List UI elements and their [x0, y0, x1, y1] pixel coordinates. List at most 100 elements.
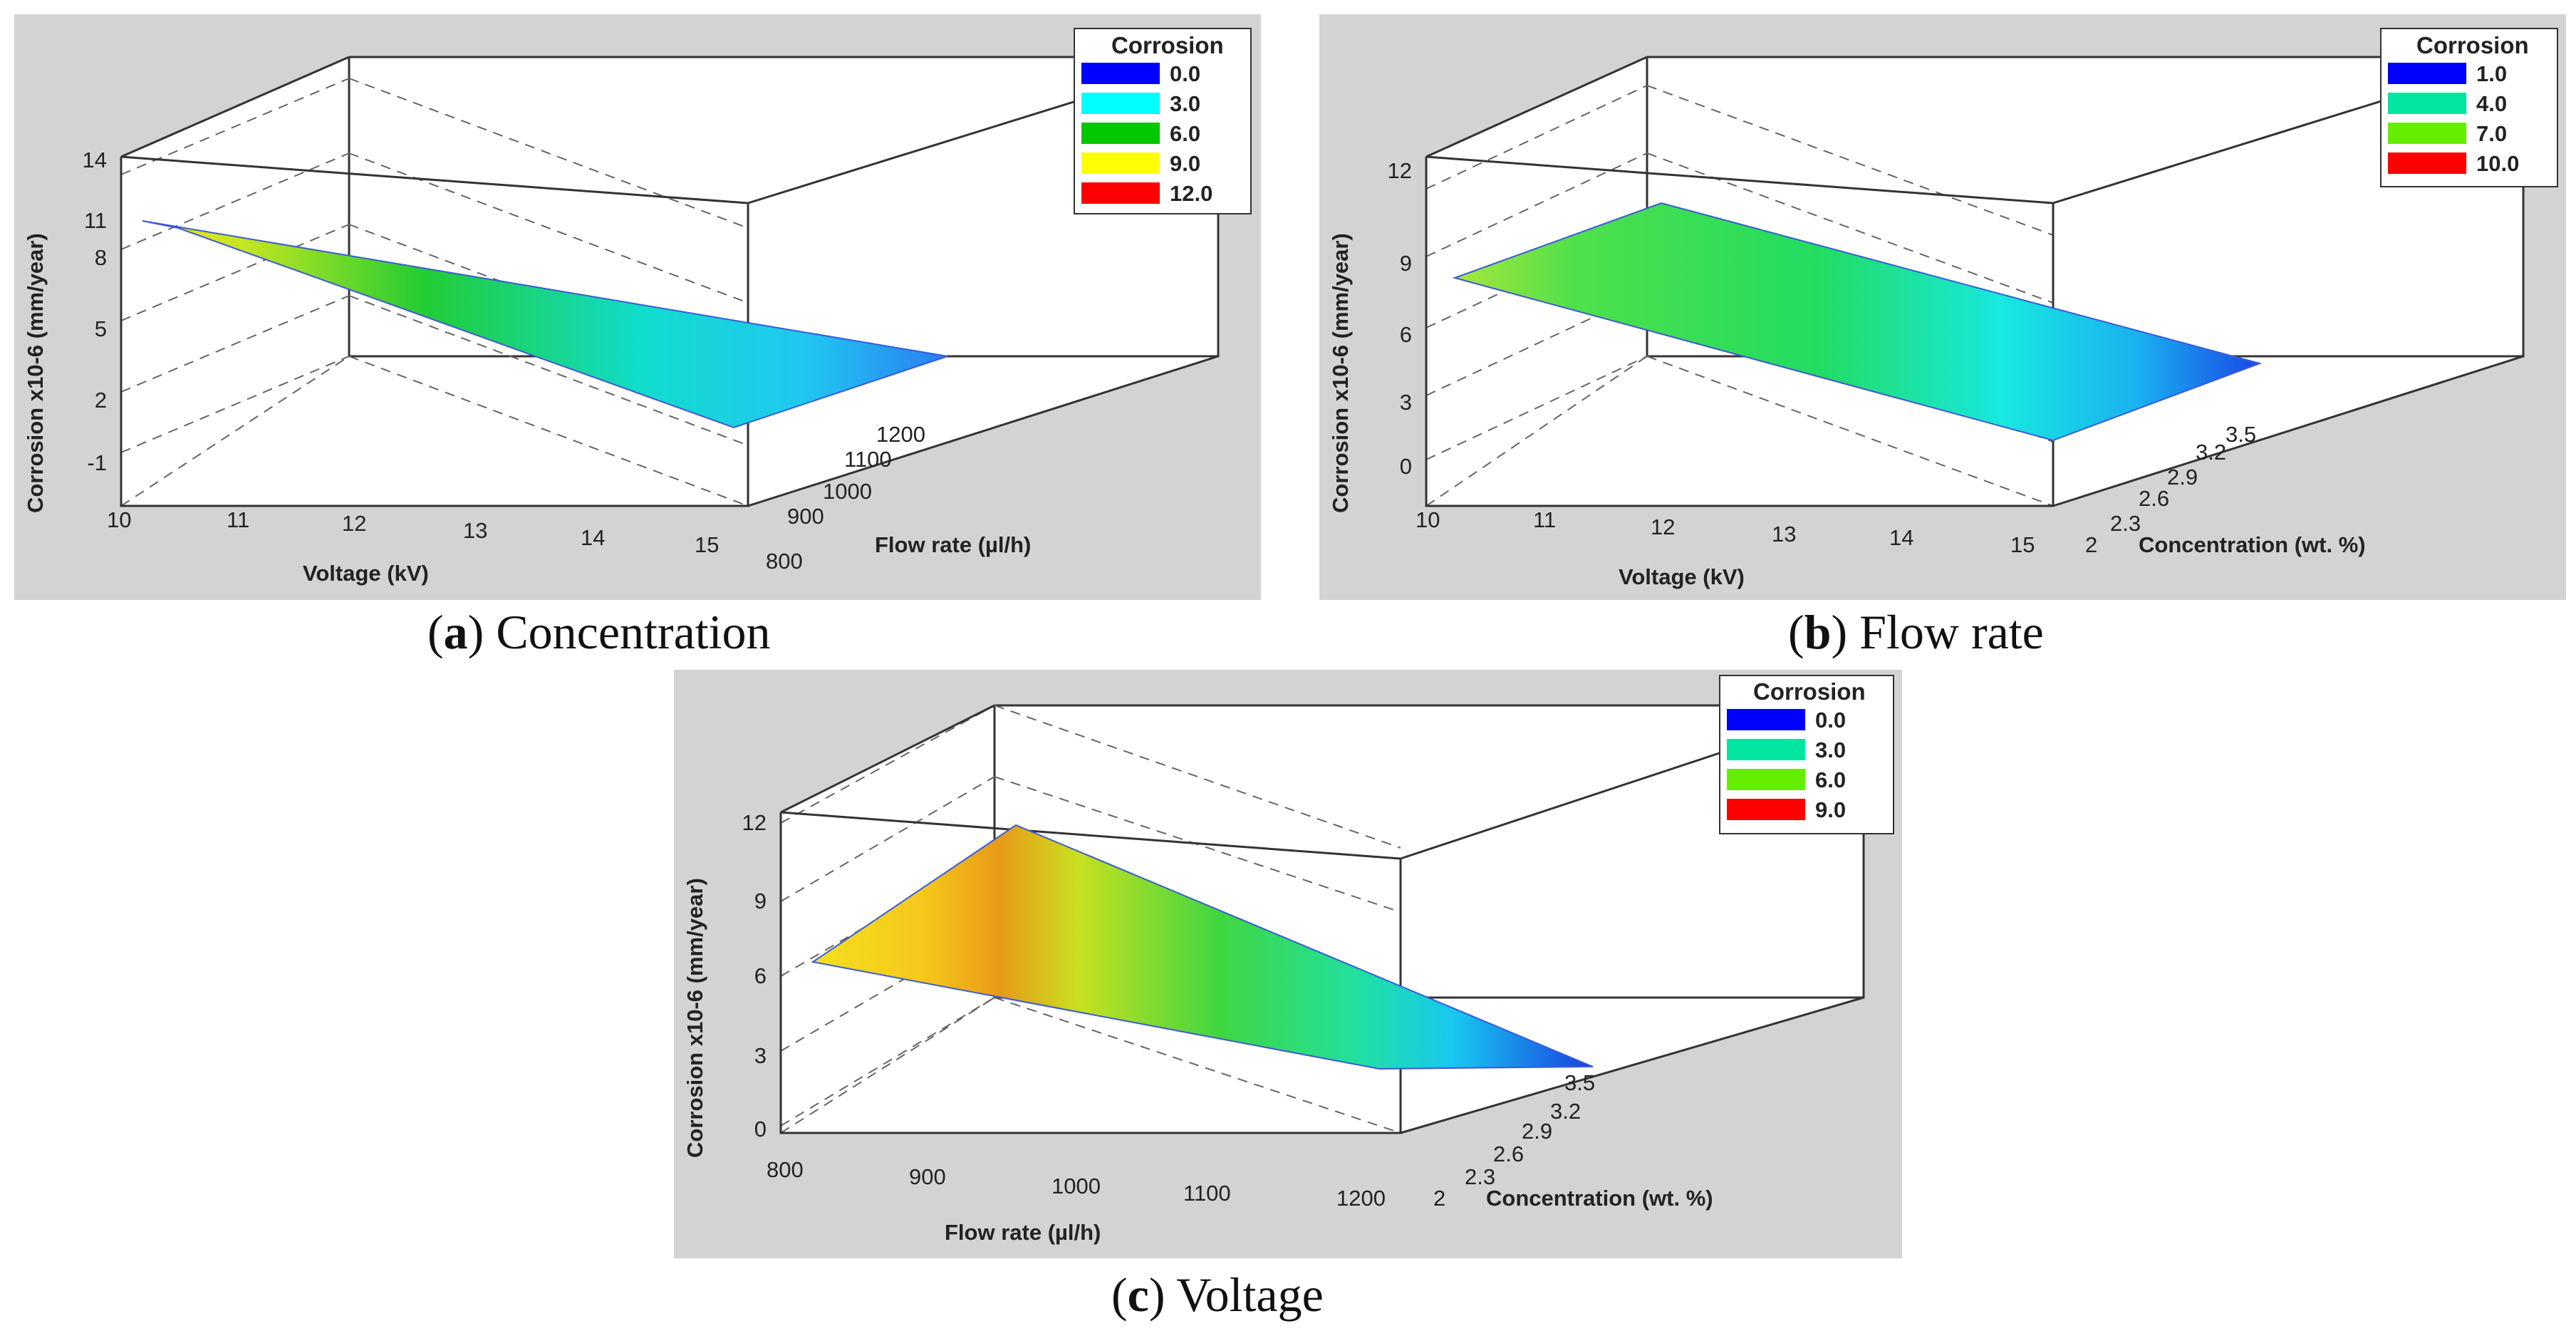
legend-label-c-1: 3.0 — [1815, 737, 1846, 762]
y-tick-c-2: 2.6 — [1493, 1141, 1524, 1166]
x-axis-label-a: Voltage (kV) — [303, 561, 429, 586]
y-tick-c-4: 3.2 — [1550, 1099, 1581, 1124]
caption-c-text: Voltage — [1176, 1268, 1324, 1322]
caption-b-letter: b — [1804, 605, 1832, 659]
z-axis-label-c: Corrosion x10-6 (mm/year) — [682, 878, 707, 1158]
y-tick-a-4: 1200 — [876, 422, 925, 447]
y-tick-a-3: 1100 — [844, 447, 892, 472]
z-tick-a-4: 11 — [84, 208, 107, 233]
x-tick-a-1: 11 — [227, 507, 249, 532]
z-tick-b-0: 0 — [1400, 454, 1412, 479]
legend-label-b-3: 10.0 — [2476, 151, 2519, 176]
y-tick-a-0: 800 — [766, 549, 803, 574]
z-tick-b-3: 9 — [1400, 251, 1412, 276]
caption-c-letter: c — [1127, 1268, 1149, 1322]
legend-title-a: Corrosion — [1111, 32, 1224, 58]
legend-b: 1.0 4.0 7.0 10.0 — [2388, 61, 2519, 176]
legend-swatch-b-3 — [2388, 152, 2466, 174]
x-tick-b-1: 11 — [1533, 507, 1556, 532]
y-tick-b-3: 2.9 — [2167, 465, 2198, 490]
y-tick-b-4: 3.2 — [2196, 440, 2226, 465]
x-tick-c-1: 900 — [909, 1164, 946, 1189]
x-tick-c-0: 800 — [767, 1157, 804, 1182]
legend-swatch-c-1 — [1727, 739, 1805, 760]
y-axis-label-b: Concentration (wt. %) — [2139, 532, 2366, 557]
legend-label-a-4: 12.0 — [1170, 181, 1212, 206]
z-tick-a-1: 2 — [95, 388, 107, 413]
z-axis-label-b: Corrosion x10-6 (mm/year) — [1328, 233, 1353, 513]
legend-title-b: Corrosion — [2416, 32, 2529, 58]
z-tick-c-1: 3 — [754, 1043, 767, 1068]
surface-a — [142, 220, 948, 429]
legend-swatch-a-2 — [1081, 123, 1160, 144]
x-tick-c-3: 1100 — [1183, 1181, 1231, 1206]
y-tick-b-1: 2.3 — [2110, 511, 2141, 536]
chart-panel-a: Corrosion x10-6 (mm/year) Voltage (kV) F… — [14, 14, 1261, 600]
z-axis-label-a: Corrosion x10-6 (mm/year) — [23, 233, 48, 513]
surface-b — [1452, 202, 2263, 442]
legend-swatch-a-1 — [1081, 93, 1160, 114]
y-tick-c-1: 2.3 — [1465, 1164, 1495, 1189]
legend-c: 0.0 3.0 6.0 9.0 — [1727, 708, 1846, 822]
z-tick-a-5: 14 — [83, 147, 107, 172]
z-tick-c-3: 9 — [754, 889, 767, 913]
z-tick-c-0: 0 — [754, 1117, 767, 1141]
y-tick-b-2: 2.6 — [2139, 486, 2169, 511]
y-axis-label-a: Flow rate (µl/h) — [875, 532, 1031, 557]
chart-c-svg: Corrosion x10-6 (mm/year) Flow rate (µl/… — [682, 675, 1894, 1245]
chart-panel-c: Corrosion x10-6 (mm/year) Flow rate (µl/… — [674, 670, 1902, 1258]
legend-label-b-0: 1.0 — [2476, 61, 2507, 86]
legend-swatch-b-0 — [2388, 63, 2466, 84]
y-tick-a-1: 900 — [787, 504, 824, 529]
x-tick-c-4: 1200 — [1336, 1186, 1386, 1211]
x-axis-label-c: Flow rate (µl/h) — [945, 1220, 1101, 1245]
z-tick-a-2: 5 — [95, 316, 107, 341]
z-tick-c-4: 12 — [742, 810, 767, 835]
x-tick-b-3: 13 — [1772, 522, 1796, 547]
x-tick-b-0: 10 — [1416, 507, 1440, 532]
caption-a: (a) Concentration — [427, 605, 771, 659]
legend-label-a-1: 3.0 — [1170, 91, 1200, 116]
legend-swatch-c-3 — [1727, 799, 1805, 820]
z-tick-a-0: -1 — [87, 450, 107, 475]
x-tick-b-2: 12 — [1651, 514, 1675, 539]
legend-label-b-1: 4.0 — [2476, 91, 2507, 116]
legend-a: 0.0 3.0 6.0 9.0 12.0 — [1081, 61, 1212, 206]
legend-label-b-2: 7.0 — [2476, 121, 2507, 146]
x-tick-b-4: 14 — [1889, 525, 1913, 550]
legend-label-c-2: 6.0 — [1815, 767, 1846, 792]
surface-c — [811, 824, 1594, 1070]
x-tick-a-4: 14 — [581, 525, 605, 550]
caption-b: (b) Flow rate — [1788, 605, 2044, 659]
caption-a-text: Concentration — [496, 605, 771, 659]
legend-label-a-0: 0.0 — [1170, 61, 1200, 86]
y-tick-a-2: 1000 — [823, 479, 872, 504]
caption-c: (c) Voltage — [1111, 1268, 1324, 1322]
z-tick-a-3: 8 — [95, 245, 107, 270]
legend-swatch-a-0 — [1081, 63, 1160, 84]
legend-swatch-b-1 — [2388, 93, 2466, 114]
y-tick-c-0: 2 — [1433, 1186, 1445, 1211]
y-tick-b-0: 2 — [2085, 532, 2097, 557]
chart-b-svg: Corrosion x10-6 (mm/year) Voltage (kV) C… — [1328, 28, 2558, 589]
legend-label-c-0: 0.0 — [1815, 708, 1846, 732]
legend-swatch-c-0 — [1727, 709, 1805, 730]
y-tick-c-5: 3.5 — [1564, 1070, 1595, 1095]
legend-label-c-3: 9.0 — [1815, 797, 1846, 822]
legend-swatch-c-2 — [1727, 769, 1805, 790]
z-tick-b-1: 3 — [1400, 390, 1412, 415]
x-axis-label-b: Voltage (kV) — [1619, 564, 1745, 589]
z-tick-b-4: 12 — [1388, 158, 1412, 183]
legend-label-a-2: 6.0 — [1170, 121, 1200, 146]
y-tick-c-3: 2.9 — [1522, 1119, 1552, 1144]
y-tick-b-5: 3.5 — [2226, 422, 2256, 447]
legend-swatch-a-3 — [1081, 152, 1160, 174]
legend-swatch-b-2 — [2388, 123, 2466, 144]
x-tick-a-0: 10 — [107, 507, 131, 532]
legend-title-c: Corrosion — [1753, 678, 1866, 705]
chart-a-svg: Corrosion x10-6 (mm/year) Voltage (kV) F… — [23, 28, 1252, 586]
legend-label-a-3: 9.0 — [1170, 151, 1200, 176]
x-tick-b-5: 15 — [2010, 532, 2035, 557]
x-tick-a-5: 15 — [695, 532, 719, 557]
caption-a-letter: a — [443, 605, 468, 659]
